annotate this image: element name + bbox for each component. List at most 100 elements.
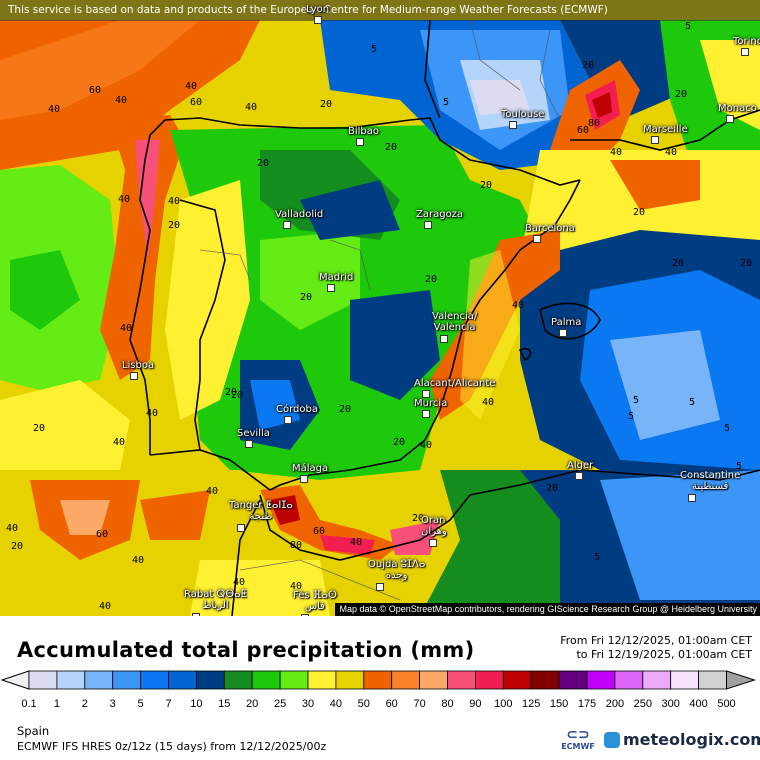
contour-label: 60 <box>96 529 109 540</box>
scale-tick-label: 1 <box>53 698 60 710</box>
city-marker-icon <box>245 440 253 448</box>
contour-label: 80 <box>588 118 601 129</box>
city-label[interactable]: Alger <box>567 460 593 471</box>
scale-tick-label: 50 <box>357 698 370 710</box>
meteologix-logo[interactable]: meteologix.com <box>604 730 760 749</box>
contour-label: 40 <box>233 577 246 588</box>
city-label[interactable]: Bilbao <box>348 126 379 137</box>
scale-tick-label: 2 <box>81 698 88 710</box>
city-marker-icon <box>376 583 384 591</box>
city-label[interactable]: Oujda ⵓⵊⴷⴰ وجدة <box>368 559 425 581</box>
map-data-attribution[interactable]: Map data © OpenStreetMap contributors, r… <box>334 603 760 616</box>
city-label[interactable]: Valladolid <box>275 209 323 220</box>
ecmwf-logo-icon: ⊂⊃ <box>566 727 590 743</box>
city-marker-icon <box>688 494 696 502</box>
contour-label: 40 <box>482 397 495 408</box>
city-label[interactable]: Toulouse <box>501 109 544 120</box>
scale-tick-label: 7 <box>165 698 172 710</box>
city-name-secondary: وهران <box>421 526 447 537</box>
city-label[interactable]: Lisboa <box>122 360 154 371</box>
city-label[interactable]: Tanger ⵟⴰⵏⵊⴰ طنجة <box>229 500 293 522</box>
city-label[interactable]: Barcelona <box>525 223 575 234</box>
ecmwf-logo[interactable]: ⊂⊃ ECMWF <box>560 728 596 751</box>
legend-title: Accumulated total precipitation (mm) <box>17 638 475 662</box>
scale-tick-label: 300 <box>661 698 680 710</box>
date-from: From Fri 12/12/2025, 01:00am CET <box>560 634 752 647</box>
city-label[interactable]: Murcia <box>414 398 447 409</box>
contour-label: 40 <box>113 437 126 448</box>
city-label[interactable]: Alacant/Alicante <box>414 378 495 389</box>
city-name: Palma <box>551 317 582 328</box>
city-name: Torino <box>733 36 760 47</box>
city-name: Toulouse <box>501 109 545 120</box>
contour-label: 40 <box>185 81 198 92</box>
contour-label: 40 <box>48 104 61 115</box>
scale-tick-label: 0.1 <box>21 698 37 710</box>
scale-tick-label: 60 <box>385 698 398 710</box>
city-name: Constantine <box>680 470 741 481</box>
city-marker-icon <box>741 48 749 56</box>
contour-label: 40 <box>512 300 525 311</box>
meteologix-icon <box>604 731 620 748</box>
city-name: Madrid <box>319 272 354 283</box>
contour-label: 40 <box>99 601 112 612</box>
city-label[interactable]: Valencia/València <box>432 311 477 333</box>
city-label[interactable]: Oran وهران <box>421 515 447 537</box>
city-name: Valladolid <box>275 209 324 220</box>
contour-label: 40 <box>118 194 131 205</box>
city-name: Murcia <box>414 398 448 409</box>
city-name-secondary: فاس <box>304 601 325 612</box>
precipitation-map[interactable]: This service is based on data and produc… <box>0 0 760 616</box>
city-label[interactable]: Torino <box>733 36 760 47</box>
city-label[interactable]: Fès ⴼⴰⵙ فاس <box>293 590 337 612</box>
city-marker-icon <box>533 235 541 243</box>
scale-tick-label: 200 <box>605 698 625 710</box>
scale-tick-label: 175 <box>577 698 597 710</box>
city-label[interactable]: Constantine قسنطينة <box>680 470 740 492</box>
contour-label: 20 <box>385 142 398 153</box>
scale-tick-label: 10 <box>190 698 203 710</box>
date-to: to Fri 12/19/2025, 01:00am CET <box>576 648 752 661</box>
ecmwf-attribution-banner: This service is based on data and produc… <box>0 0 760 21</box>
city-marker-icon <box>429 539 437 547</box>
contour-label: 60 <box>313 526 326 537</box>
contour-label: 40 <box>115 95 128 106</box>
city-label[interactable]: Marseille <box>643 124 688 135</box>
contour-label: 5 <box>443 97 450 108</box>
city-name: Lyon <box>306 4 330 15</box>
scale-tick-label: 125 <box>522 698 541 710</box>
contour-label: 20 <box>582 60 595 71</box>
contour-label: 5 <box>689 397 696 408</box>
city-label[interactable]: Rabat ⵕⴱⴰⵟ الرباط <box>184 589 247 611</box>
city-name-secondary: وجدة <box>385 570 408 581</box>
city-label[interactable]: Lyon <box>306 4 329 15</box>
city-label[interactable]: Madrid <box>319 272 353 283</box>
scale-tick-label: 25 <box>273 698 287 710</box>
city-marker-icon <box>422 410 430 418</box>
city-marker-icon <box>726 115 734 123</box>
contour-label: 40 <box>245 102 258 113</box>
contour-label: 20 <box>412 513 425 524</box>
color-scale-bar <box>0 670 757 690</box>
contour-label: 60 <box>190 97 203 108</box>
scale-tick-label: 40 <box>329 698 343 710</box>
contour-label: 20 <box>675 89 688 100</box>
city-label[interactable]: Córdoba <box>276 404 318 415</box>
contour-label: 40 <box>120 323 133 334</box>
contour-label: 20 <box>257 158 270 169</box>
scale-tick-label: 5 <box>137 698 144 710</box>
city-marker-icon <box>509 121 517 129</box>
city-label[interactable]: Sevilla <box>237 428 270 439</box>
scale-tick-label: 90 <box>469 698 482 710</box>
city-label[interactable]: Monaco <box>718 103 757 114</box>
city-label[interactable]: Zaragoza <box>416 209 463 220</box>
city-label[interactable]: Málaga <box>292 463 328 474</box>
city-label[interactable]: Palma <box>551 317 581 328</box>
city-name: Sevilla <box>237 428 270 439</box>
contour-label: 60 <box>577 125 590 136</box>
contour-label: 40 <box>350 537 363 548</box>
city-name: Tanger ⵟⴰⵏⵊⴰ <box>229 500 293 511</box>
model-run-info: ECMWF IFS HRES 0z/12z (15 days) from 12/… <box>17 740 327 753</box>
forecast-period: From Fri 12/12/2025, 01:00am CET to Fri … <box>560 634 752 662</box>
scale-tick-label: 400 <box>689 698 708 710</box>
